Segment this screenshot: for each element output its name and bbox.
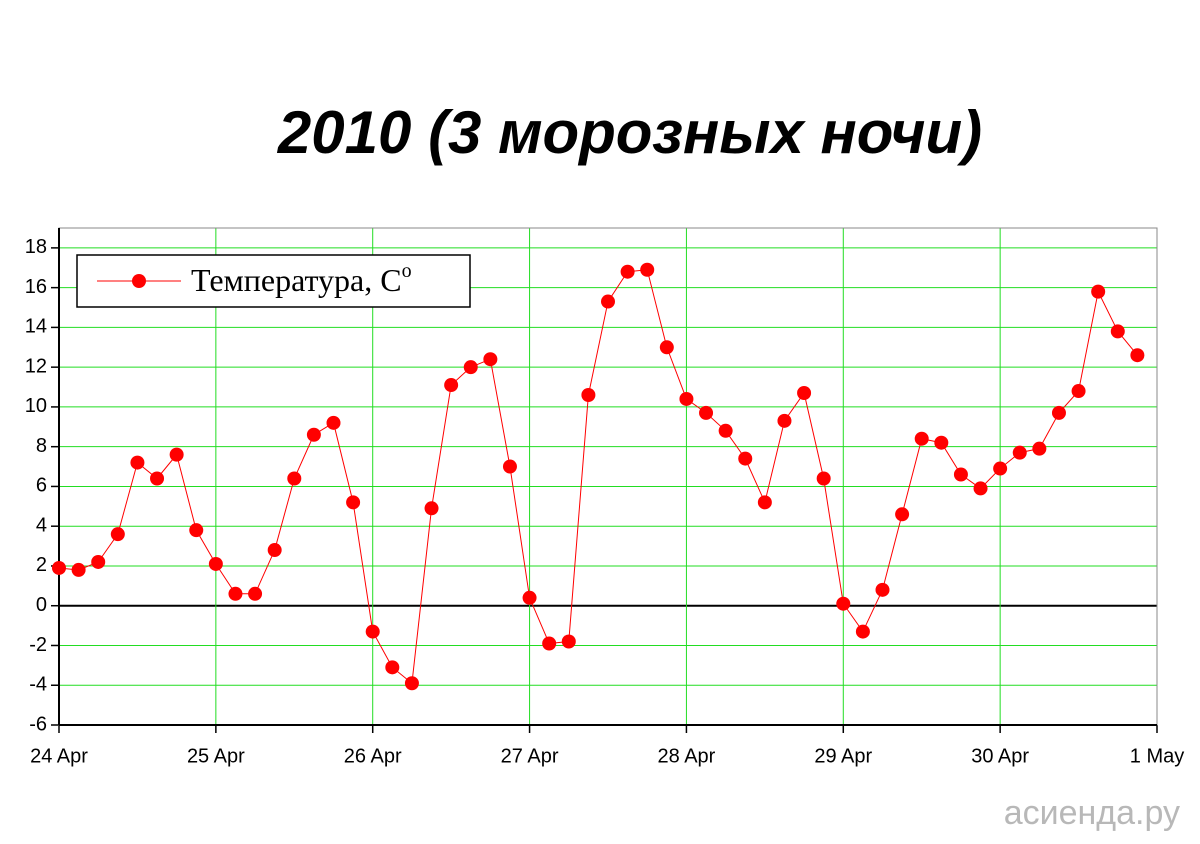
data-point: [1051, 405, 1066, 420]
data-point: [738, 451, 753, 466]
x-tick-label: 25 Apr: [187, 745, 245, 767]
data-point: [169, 447, 184, 462]
data-point: [875, 582, 890, 597]
data-point: [659, 340, 674, 355]
y-tick-label: 6: [36, 475, 47, 497]
x-tick-label: 30 Apr: [971, 745, 1029, 767]
data-point: [934, 435, 949, 450]
data-point: [346, 495, 361, 510]
data-point: [267, 543, 282, 558]
data-point: [365, 624, 380, 639]
legend: Температура, Co: [76, 254, 471, 308]
data-point: [542, 636, 557, 651]
data-point: [679, 391, 694, 406]
y-tick-label: 16: [25, 276, 47, 298]
data-point: [1091, 284, 1106, 299]
legend-marker: [132, 274, 146, 288]
data-point: [463, 360, 478, 375]
data-point: [953, 467, 968, 482]
data-point: [189, 523, 204, 538]
data-point: [1032, 441, 1047, 456]
data-point: [248, 586, 263, 601]
legend-superscript: o: [402, 260, 412, 282]
y-tick-label: -4: [29, 674, 47, 696]
data-point: [855, 624, 870, 639]
data-point: [150, 471, 165, 486]
data-point: [895, 507, 910, 522]
data-point: [110, 527, 125, 542]
y-tick-label: 2: [36, 554, 47, 576]
y-tick-label: 18: [25, 236, 47, 258]
data-point: [816, 471, 831, 486]
data-point: [424, 501, 439, 516]
data-point: [483, 352, 498, 367]
y-tick-label: -2: [29, 634, 47, 656]
data-point: [208, 556, 223, 571]
data-point: [561, 634, 576, 649]
x-tick-label: 27 Apr: [501, 745, 559, 767]
data-point: [914, 431, 929, 446]
x-tick-label: 24 Apr: [30, 745, 88, 767]
data-point: [640, 262, 655, 277]
data-point: [404, 676, 419, 691]
data-point: [757, 495, 772, 510]
y-tick-label: -6: [29, 713, 47, 735]
data-line: [58, 269, 1138, 685]
data-point: [326, 415, 341, 430]
data-point: [1012, 445, 1027, 460]
y-tick-label: 14: [25, 316, 47, 338]
data-point: [973, 481, 988, 496]
data-point: [306, 427, 321, 442]
data-point: [581, 387, 596, 402]
data-point: [522, 590, 537, 605]
data-point: [777, 413, 792, 428]
x-tick-label: 28 Apr: [658, 745, 716, 767]
data-point: [91, 554, 106, 569]
data-point: [71, 562, 86, 577]
data-point: [228, 586, 243, 601]
x-tick-label: 26 Apr: [344, 745, 402, 767]
data-point: [797, 386, 812, 401]
y-tick-label: 0: [36, 594, 47, 616]
data-point: [130, 455, 145, 470]
y-tick-label: 8: [36, 435, 47, 457]
chart-title: 2010 (3 морозных ночи): [277, 99, 982, 166]
watermark: асиенда.ру: [1004, 794, 1180, 832]
legend-name: Температура, C: [191, 262, 402, 298]
data-point: [718, 423, 733, 438]
data-point: [287, 471, 302, 486]
y-tick-label: 4: [36, 514, 47, 536]
data-point: [1130, 348, 1145, 363]
data-point: [52, 560, 66, 575]
y-tick-label: 10: [25, 395, 47, 417]
data-point: [385, 660, 400, 675]
legend-label: Температура, Co: [191, 260, 412, 299]
x-tick-label: 1 May: [1130, 745, 1184, 767]
data-point: [601, 294, 615, 309]
data-point: [699, 405, 714, 420]
data-point: [444, 378, 459, 393]
data-point: [836, 596, 851, 611]
data-point: [1110, 324, 1125, 339]
data-point: [1071, 384, 1086, 399]
data-point: [993, 461, 1008, 476]
x-tick-label: 29 Apr: [814, 745, 872, 767]
data-point: [620, 264, 635, 279]
data-point: [502, 459, 517, 474]
y-tick-label: 12: [25, 355, 47, 377]
